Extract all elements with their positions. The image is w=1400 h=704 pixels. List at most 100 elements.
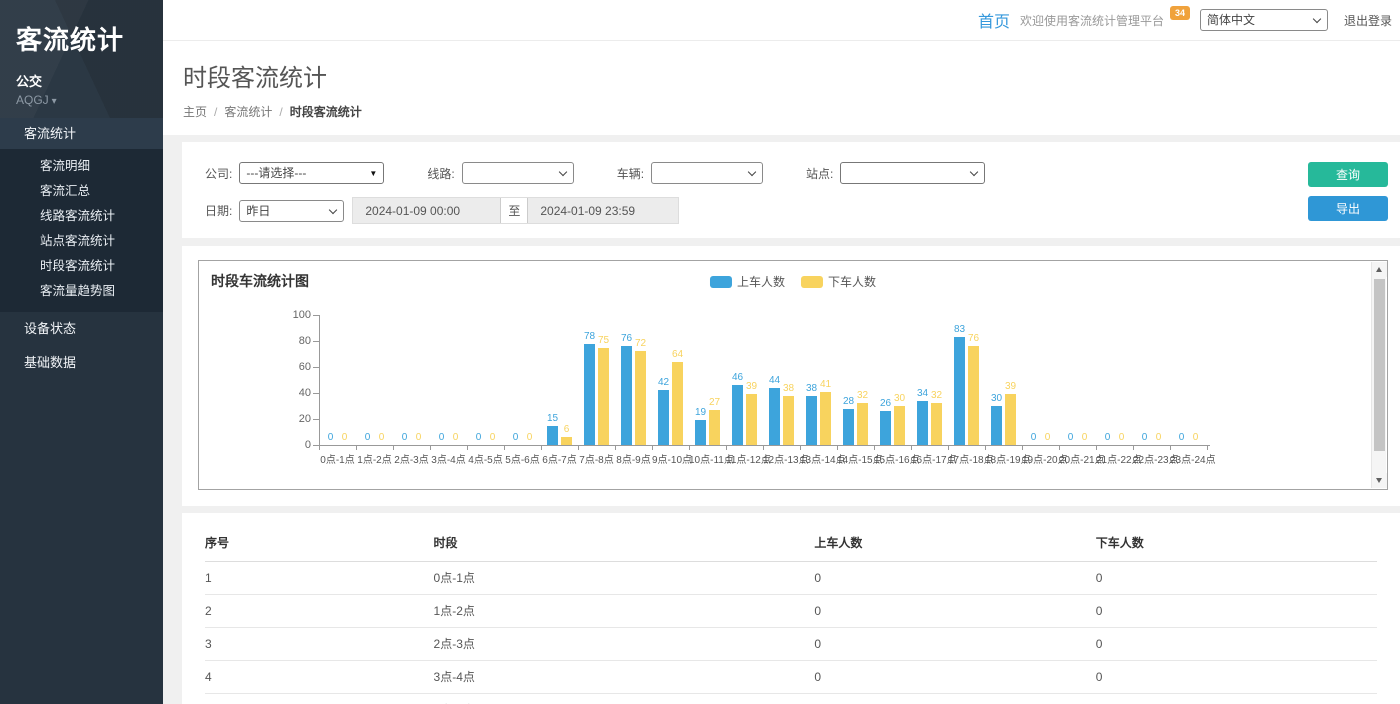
notification-badge[interactable]: 34 bbox=[1170, 6, 1190, 20]
bar-value-label: 32 bbox=[931, 390, 942, 401]
bar-group: 00 bbox=[1022, 315, 1059, 445]
bar-value-label: 0 bbox=[453, 432, 459, 443]
line-select[interactable] bbox=[462, 162, 574, 184]
x-axis-labels: 0点-1点1点-2点2点-3点3点-4点4点-5点5点-6点6点-7点7点-8点… bbox=[319, 451, 1207, 466]
bar-group: 00 bbox=[319, 315, 356, 445]
table-cell: 0 bbox=[814, 661, 1095, 694]
x-axis-label: 18点-19点 bbox=[985, 451, 1022, 466]
sidebar-subitem[interactable]: 客流汇总 bbox=[0, 179, 163, 204]
x-axis-label: 1点-2点 bbox=[356, 451, 393, 466]
sidebar-item-device-status[interactable]: 设备状态 bbox=[0, 312, 163, 346]
bar-value-label: 0 bbox=[1105, 432, 1111, 443]
x-axis-label: 19点-20点 bbox=[1022, 451, 1059, 466]
scrollbar-up-arrow-icon[interactable] bbox=[1372, 262, 1387, 277]
bar-boarding: 38 bbox=[806, 396, 817, 445]
bar-alighting: 30 bbox=[894, 406, 905, 445]
bar-value-label: 41 bbox=[820, 379, 831, 390]
bar-boarding: 44 bbox=[769, 388, 780, 445]
bar-boarding: 15 bbox=[547, 426, 558, 446]
bar-alighting: 38 bbox=[783, 396, 794, 445]
legend-swatch-icon bbox=[710, 276, 732, 288]
language-select[interactable]: 简体中文 bbox=[1200, 9, 1328, 31]
breadcrumb-item: 时段客流统计 bbox=[290, 105, 362, 119]
bar-value-label: 0 bbox=[1193, 432, 1199, 443]
y-axis-tick-label: 0 bbox=[281, 439, 311, 451]
legend-item-boarding[interactable]: 上车人数 bbox=[710, 273, 785, 290]
bar-value-label: 15 bbox=[547, 413, 558, 424]
sidebar-subitem[interactable]: 客流量趋势图 bbox=[0, 279, 163, 304]
bar-value-label: 0 bbox=[1082, 432, 1088, 443]
bar-plot-area: 0000000000001567875767242641927463944383… bbox=[319, 315, 1207, 445]
sidebar: 客流统计 公交 AQGJ▾ 客流统计 客流明细客流汇总线路客流统计站点客流统计时… bbox=[0, 0, 163, 704]
scrollbar-thumb[interactable] bbox=[1374, 279, 1385, 451]
date-range-group: 至 bbox=[352, 197, 679, 224]
bar-boarding: 34 bbox=[917, 401, 928, 445]
bar-value-label: 0 bbox=[1045, 432, 1051, 443]
x-axis-label: 2点-3点 bbox=[393, 451, 430, 466]
brand-block: 客流统计 公交 AQGJ▾ bbox=[0, 0, 163, 118]
table-cell: 1点-2点 bbox=[434, 595, 815, 628]
query-button[interactable]: 查询 bbox=[1308, 162, 1388, 187]
x-axis-label: 23点-24点 bbox=[1170, 451, 1207, 466]
bar-value-label: 30 bbox=[991, 393, 1002, 404]
x-axis-label: 7点-8点 bbox=[578, 451, 615, 466]
chart-scrollbar[interactable] bbox=[1371, 262, 1386, 488]
bar-group: 3432 bbox=[911, 315, 948, 445]
table-column-header: 时段 bbox=[434, 525, 815, 562]
vehicle-select[interactable] bbox=[651, 162, 763, 184]
data-table-card: 序号时段上车人数下车人数 10点-1点0021点-2点0032点-3点0043点… bbox=[182, 513, 1400, 704]
bar-group: 8376 bbox=[948, 315, 985, 445]
date-preset-select[interactable]: 昨日 bbox=[239, 200, 344, 222]
table-cell: 4点-5点 bbox=[434, 694, 815, 704]
x-axis-label: 8点-9点 bbox=[615, 451, 652, 466]
date-to-input[interactable] bbox=[528, 198, 678, 223]
x-axis-label: 22点-23点 bbox=[1133, 451, 1170, 466]
logout-link[interactable]: 退出登录 bbox=[1344, 12, 1392, 29]
org-code-dropdown[interactable]: AQGJ▾ bbox=[16, 93, 147, 107]
bar-group: 4264 bbox=[652, 315, 689, 445]
bar-value-label: 0 bbox=[365, 432, 371, 443]
home-link[interactable]: 首页 bbox=[978, 8, 1010, 32]
sidebar-subitem[interactable]: 时段客流统计 bbox=[0, 254, 163, 279]
sidebar-submenu: 客流明细客流汇总线路客流统计站点客流统计时段客流统计客流量趋势图 bbox=[0, 149, 163, 312]
table-row: 32点-3点00 bbox=[205, 628, 1377, 661]
bar-value-label: 19 bbox=[695, 407, 706, 418]
sidebar-subitem[interactable]: 线路客流统计 bbox=[0, 204, 163, 229]
bar-value-label: 39 bbox=[1005, 381, 1016, 392]
bar-boarding: 19 bbox=[695, 420, 706, 445]
bar-group: 00 bbox=[1133, 315, 1170, 445]
scrollbar-down-arrow-icon[interactable] bbox=[1372, 473, 1387, 488]
sidebar-item-base-data[interactable]: 基础数据 bbox=[0, 346, 163, 380]
station-select[interactable] bbox=[840, 162, 985, 184]
bar-alighting: 6 bbox=[561, 437, 572, 445]
breadcrumb-item[interactable]: 主页 bbox=[183, 105, 207, 119]
org-code-label: AQGJ bbox=[16, 93, 49, 107]
table-cell: 0 bbox=[814, 595, 1095, 628]
sidebar-subitem[interactable]: 站点客流统计 bbox=[0, 229, 163, 254]
x-axis-label: 14点-15点 bbox=[837, 451, 874, 466]
bar-value-label: 0 bbox=[1031, 432, 1037, 443]
line-label: 线路: bbox=[427, 165, 454, 182]
x-axis-label: 11点-12点 bbox=[726, 451, 763, 466]
export-button[interactable]: 导出 bbox=[1308, 196, 1388, 221]
bar-value-label: 0 bbox=[439, 432, 445, 443]
sidebar-subitem[interactable]: 客流明细 bbox=[0, 154, 163, 179]
table-body: 10点-1点0021点-2点0032点-3点0043点-4点0054点-5点00… bbox=[205, 562, 1377, 704]
bar-value-label: 76 bbox=[968, 333, 979, 344]
legend-label: 上车人数 bbox=[737, 273, 785, 290]
table-cell: 4 bbox=[205, 661, 434, 694]
bar-value-label: 6 bbox=[564, 424, 570, 435]
bar-value-label: 78 bbox=[584, 331, 595, 342]
sidebar-menu: 客流统计 客流明细客流汇总线路客流统计站点客流统计时段客流统计客流量趋势图 设备… bbox=[0, 118, 163, 380]
date-from-input[interactable] bbox=[353, 198, 500, 223]
legend-swatch-icon bbox=[801, 276, 823, 288]
bar-value-label: 34 bbox=[917, 388, 928, 399]
company-select[interactable]: ---请选择--- bbox=[239, 162, 384, 184]
breadcrumb: 主页/客流统计/时段客流统计 bbox=[183, 103, 1400, 120]
x-axis-label: 9点-10点 bbox=[652, 451, 689, 466]
app-title: 客流统计 bbox=[16, 20, 147, 57]
sidebar-item-passenger-stats[interactable]: 客流统计 bbox=[0, 118, 163, 149]
breadcrumb-item[interactable]: 客流统计 bbox=[224, 105, 272, 119]
bar-value-label: 0 bbox=[328, 432, 334, 443]
legend-item-alighting[interactable]: 下车人数 bbox=[801, 273, 876, 290]
